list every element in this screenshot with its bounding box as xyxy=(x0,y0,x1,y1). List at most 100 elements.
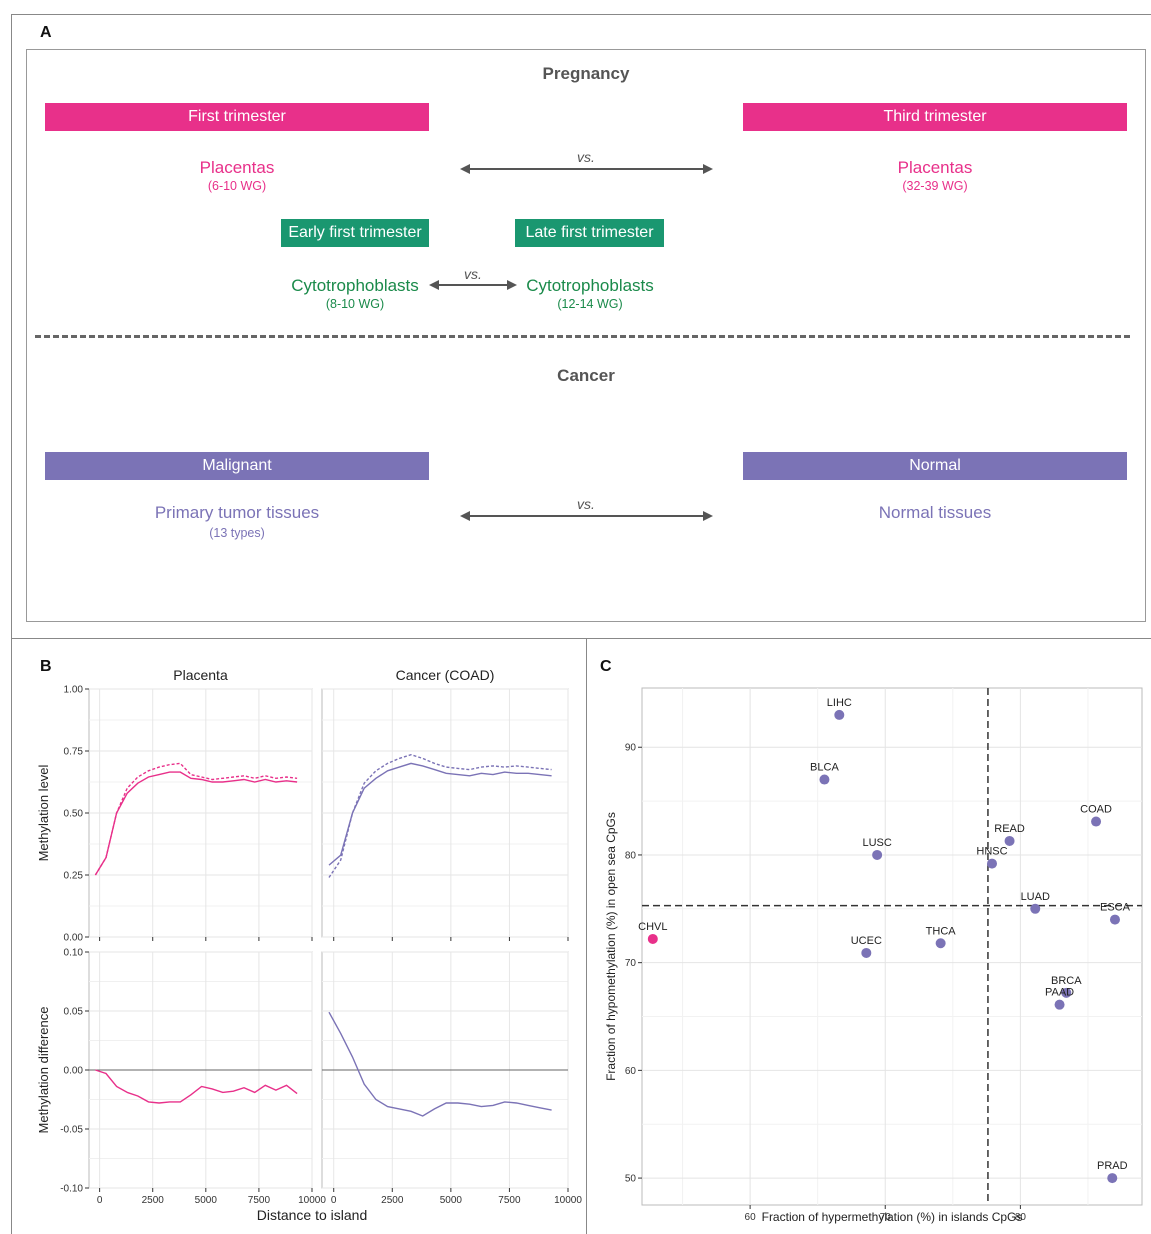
point-blca xyxy=(819,774,830,785)
panel-b-xtick-label: 10000 xyxy=(554,1195,582,1206)
third-trimester-bar: Third trimester xyxy=(743,103,1127,131)
methylation-difference-line-1 xyxy=(328,1011,552,1117)
panel-b-ylabel-0: Methylation level xyxy=(36,764,51,861)
placentas-right-sub: (32-39 WG) xyxy=(902,179,968,193)
point-label-brca: BRCA xyxy=(1051,975,1082,987)
point-label-lihc: LIHC xyxy=(827,697,852,709)
point-brca xyxy=(1061,987,1072,998)
panel-b-letter: B xyxy=(40,658,52,675)
point-luad xyxy=(1030,903,1041,914)
panel-c-xlabel: Fraction of hypermethylation (%) in isla… xyxy=(762,1210,1023,1224)
panel-c-xtick-label: 80 xyxy=(1015,1212,1027,1223)
primary-tumor-sub: (13 types) xyxy=(209,526,265,540)
normal-tissues-label: Normal tissues xyxy=(878,503,992,522)
panel-b-ytick-label: -0.05 xyxy=(60,1125,83,1136)
vs-label-cyto: vs. xyxy=(464,266,482,282)
panel-b-xtick-label: 7500 xyxy=(498,1195,521,1206)
panel-c-ytick-label: 90 xyxy=(625,743,637,754)
panel-divider-vertical xyxy=(586,638,587,1234)
placentas-left-label: Placentas xyxy=(199,158,275,177)
panel-b-ytick-label: 0.05 xyxy=(64,1007,84,1018)
panel-b-xtick-label: 5000 xyxy=(440,1195,463,1206)
point-label-lusc: LUSC xyxy=(862,837,891,849)
panel-b-ytick-label: 0.00 xyxy=(64,933,84,944)
panel-b-ytick-label: 0.10 xyxy=(64,948,84,959)
point-prad xyxy=(1107,1173,1118,1184)
panel-b-ytick-label: 1.00 xyxy=(64,685,84,696)
point-label-luad: LUAD xyxy=(1021,891,1050,903)
point-hnsc xyxy=(987,858,997,869)
panel-c-ytick-label: 60 xyxy=(625,1066,637,1077)
first-trimester-bar: First trimester xyxy=(45,103,429,131)
panel-b-chart: Placenta Cancer (COAD) 0.00 0.25 0.50 0.75 1.0… xyxy=(36,667,582,1223)
panel-c-plot-bg xyxy=(641,687,1143,1206)
pregnancy-title: Pregnancy xyxy=(542,64,630,83)
cyto-right-label: Cytotrophoblasts xyxy=(526,276,654,295)
facet-title-0: Placenta xyxy=(173,667,228,683)
panel-b-xtick-label: 5000 xyxy=(195,1195,218,1206)
panel-a-box xyxy=(26,49,1146,622)
panel-c-xtick-label: 70 xyxy=(880,1212,892,1223)
point-label-chvl: CHVL xyxy=(638,921,667,933)
panel-divider-horizontal xyxy=(11,638,1151,639)
panel-b-ytick-label: 0.75 xyxy=(64,747,84,758)
methylation-difference-line-0 xyxy=(95,1069,298,1104)
point-lihc xyxy=(834,709,845,720)
panel-b-ylabel-1: Methylation difference xyxy=(36,1007,51,1134)
cancer-title: Cancer xyxy=(557,366,615,385)
panel-b-xtick-label: 7500 xyxy=(248,1195,271,1206)
methylation-level-line-0-0 xyxy=(94,771,298,876)
panel-b-ytick-label: 0.00 xyxy=(64,1066,84,1077)
point-ucec xyxy=(861,947,872,958)
late-first-trimester-bar: Late first trimester xyxy=(515,219,664,247)
point-label-thca: THCA xyxy=(926,925,957,937)
point-label-esca: ESCA xyxy=(1100,902,1131,914)
point-chvl xyxy=(647,933,658,944)
malignant-bar: Malignant xyxy=(45,452,429,480)
point-coad xyxy=(1091,816,1102,827)
facet-title-1: Cancer (COAD) xyxy=(396,667,495,683)
point-read xyxy=(1004,835,1015,846)
panel-c-xtick-label: 60 xyxy=(745,1212,757,1223)
cyto-left-label: Cytotrophoblasts xyxy=(291,276,419,295)
vs-label-pregnancy: vs. xyxy=(577,149,595,165)
panel-c-letter: C xyxy=(600,658,612,675)
point-label-paad: PAAD xyxy=(1045,987,1074,999)
panel-a-letter: A xyxy=(40,24,52,41)
panel-b-xtick-label: 0 xyxy=(97,1195,103,1206)
placentas-right-label: Placentas xyxy=(897,158,973,177)
normal-bar: Normal xyxy=(743,452,1127,480)
figure-frame xyxy=(11,14,1151,1234)
point-label-ucec: UCEC xyxy=(851,935,882,947)
panel-c-ytick-label: 80 xyxy=(625,850,637,861)
panel-b-ytick-label: 0.25 xyxy=(64,871,84,882)
point-label-blca: BLCA xyxy=(810,762,839,774)
panel-b-xtick-label: 2500 xyxy=(142,1195,165,1206)
methylation-level-line-1-0 xyxy=(328,762,552,866)
vs-label-cancer: vs. xyxy=(577,496,595,512)
panel-c-ylabel: Fraction of hypomethylation (%) in open … xyxy=(604,812,618,1081)
cyto-left-sub: (8-10 WG) xyxy=(325,297,385,311)
point-label-hnsc: HNSC xyxy=(976,846,1007,858)
panel-c-ytick-label: 50 xyxy=(625,1174,637,1185)
point-thca xyxy=(935,938,946,949)
point-paad xyxy=(1054,999,1065,1010)
panel-b-xlabel: Distance to island xyxy=(257,1207,368,1223)
panel-b-xtick-label: 0 xyxy=(331,1195,337,1206)
point-label-prad: PRAD xyxy=(1097,1160,1128,1172)
early-first-trimester-bar: Early first trimester xyxy=(281,219,429,247)
panel-b-ytick-label: -0.10 xyxy=(60,1184,83,1195)
point-lusc xyxy=(872,849,883,860)
panel-b-xtick-label: 2500 xyxy=(381,1195,404,1206)
panel-c-chart: 60 70 80 50 60 70 80 90 LIHC BLCA COAD READ LUSC HNSC… xyxy=(604,687,1143,1224)
point-esca xyxy=(1109,914,1120,925)
panel-c-ytick-label: 70 xyxy=(625,958,637,969)
panel-b-ytick-label: 0.50 xyxy=(64,809,84,820)
cyto-right-sub: (12-14 WG) xyxy=(557,297,623,311)
primary-tumor-label: Primary tumor tissues xyxy=(154,503,320,522)
point-label-coad: COAD xyxy=(1080,804,1112,816)
methylation-level-line-0-1 xyxy=(94,762,298,876)
placentas-left-sub: (6-10 WG) xyxy=(207,179,267,193)
dashed-separator xyxy=(35,335,1130,338)
panel-b-xtick-label: 10000 xyxy=(298,1195,326,1206)
